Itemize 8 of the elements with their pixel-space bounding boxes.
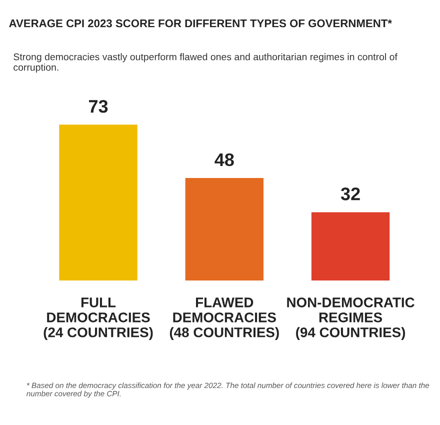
chart-subtitle: Strong democracies vastly outperform flawed ones and authoritarian regimes in control of corruption. bbox=[14, 53, 398, 73]
x-tick-label: FLAWED DEMOCRACIES (48 COUNTRIES) bbox=[170, 298, 279, 340]
data-label: 32 bbox=[340, 188, 360, 200]
data-label: 73 bbox=[89, 100, 108, 113]
x-tick-label: NON-DEMOCRATIC REGIMES (94 COUNTRIES) bbox=[287, 298, 414, 340]
data-label: 48 bbox=[214, 153, 234, 166]
x-tick-label: FULL DEMOCRACIES (24 COUNTRIES) bbox=[44, 298, 153, 340]
chart-title: AVERAGE CPI 2023 SCORE FOR DIFFERENT TYPES OF GOVERNMENT* bbox=[9, 19, 392, 28]
